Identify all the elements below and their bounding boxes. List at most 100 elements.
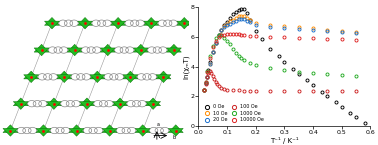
Line: 0 Oe: 0 Oe [203, 7, 366, 125]
0 Oe [208, 61, 212, 63]
10000 Oe [242, 34, 246, 36]
Polygon shape [144, 21, 159, 29]
10000 Oe [248, 35, 253, 37]
Line: 1000 Oe: 1000 Oe [203, 34, 358, 92]
Legend: 0 Oe, 10 Oe, 20 Oe, 100 Oe, 1000 Oe, 10000 Oe: 0 Oe, 10 Oe, 20 Oe, 100 Oe, 1000 Oe, 100… [201, 103, 265, 124]
10000 Oe [254, 35, 258, 37]
0 Oe [211, 51, 215, 53]
0 Oe [203, 82, 208, 84]
Polygon shape [111, 21, 125, 29]
10000 Oe [203, 81, 208, 82]
10000 Oe [225, 33, 229, 35]
10 Oe [339, 30, 344, 32]
20 Oe [339, 31, 344, 33]
10000 Oe [339, 38, 344, 40]
Line: 20 Oe: 20 Oe [203, 17, 358, 92]
Polygon shape [100, 48, 115, 56]
20 Oe [211, 51, 215, 53]
1000 Oe [242, 59, 246, 61]
10000 Oe [222, 34, 226, 36]
1000 Oe [248, 62, 253, 64]
Polygon shape [166, 48, 181, 56]
Polygon shape [156, 71, 171, 79]
Polygon shape [156, 75, 171, 83]
0 Oe [305, 79, 310, 81]
100 Oe [211, 75, 215, 77]
10 Oe [234, 17, 238, 19]
Polygon shape [57, 75, 72, 83]
20 Oe [203, 82, 208, 84]
10 Oe [296, 26, 301, 28]
100 Oe [354, 90, 358, 92]
1000 Oe [216, 35, 221, 36]
Polygon shape [166, 44, 181, 52]
100 Oe [254, 90, 258, 92]
10 Oe [205, 76, 209, 78]
0 Oe [354, 116, 358, 118]
10000 Oe [354, 39, 358, 40]
Polygon shape [46, 98, 61, 106]
1000 Oe [354, 75, 358, 77]
10000 Oe [282, 37, 287, 38]
0 Oe [236, 9, 241, 11]
10000 Oe [211, 47, 215, 48]
100 Oe [248, 90, 253, 92]
Polygon shape [36, 128, 51, 136]
Polygon shape [77, 21, 93, 29]
10 Oe [325, 29, 330, 30]
Polygon shape [13, 98, 28, 106]
100 Oe [242, 90, 246, 92]
Text: a: a [157, 122, 160, 127]
1000 Oe [225, 40, 229, 42]
100 Oe [225, 89, 229, 91]
1000 Oe [254, 64, 258, 66]
10 Oe [225, 23, 229, 25]
Polygon shape [77, 17, 93, 25]
100 Oe [203, 83, 208, 85]
Polygon shape [67, 44, 82, 52]
10000 Oe [231, 33, 235, 35]
20 Oe [231, 21, 235, 23]
100 Oe [205, 76, 209, 78]
Polygon shape [13, 102, 28, 109]
10000 Oe [268, 36, 273, 38]
10 Oe [248, 19, 253, 21]
0 Oe [248, 19, 253, 21]
100 Oe [311, 90, 315, 92]
10 Oe [202, 90, 206, 91]
100 Oe [202, 90, 206, 91]
Polygon shape [144, 17, 159, 25]
0 Oe [268, 48, 273, 50]
10 Oe [239, 15, 244, 17]
Polygon shape [113, 98, 127, 106]
Polygon shape [45, 17, 59, 25]
100 Oe [213, 81, 218, 82]
0 Oe [276, 55, 281, 57]
Line: 100 Oe: 100 Oe [203, 70, 358, 93]
0 Oe [339, 106, 344, 108]
10000 Oe [236, 33, 241, 35]
Polygon shape [168, 128, 183, 136]
10000 Oe [311, 38, 315, 39]
10 Oe [268, 24, 273, 26]
Polygon shape [133, 44, 148, 52]
0 Oe [245, 12, 249, 14]
20 Oe [248, 22, 253, 23]
20 Oe [219, 29, 224, 31]
1000 Oe [236, 55, 241, 56]
Polygon shape [69, 128, 84, 136]
1000 Oe [282, 70, 287, 71]
Polygon shape [135, 128, 150, 136]
Text: b: b [173, 135, 176, 139]
20 Oe [254, 24, 258, 26]
20 Oe [311, 29, 315, 31]
10 Oe [245, 17, 249, 19]
10 Oe [211, 51, 215, 53]
20 Oe [202, 90, 206, 91]
Polygon shape [123, 71, 138, 79]
Y-axis label: ln(χₘT): ln(χₘT) [183, 54, 189, 79]
100 Oe [209, 72, 214, 74]
10000 Oe [228, 33, 232, 35]
0 Oe [311, 84, 315, 86]
10 Oe [242, 15, 246, 17]
